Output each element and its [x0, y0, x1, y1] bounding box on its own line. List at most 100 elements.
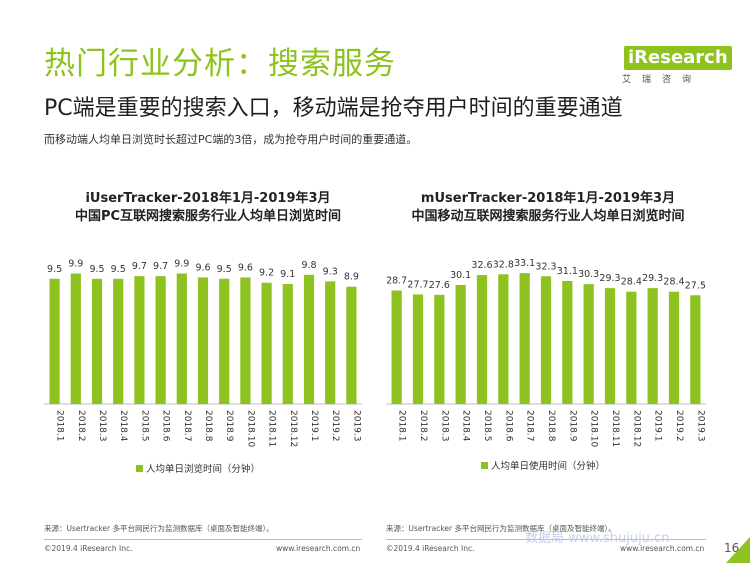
- chart-2-value-label: 30.3: [578, 269, 599, 280]
- chart-1-value-label: 9.1: [280, 269, 295, 280]
- chart-1-value-label: 8.9: [344, 272, 359, 283]
- chart-2-tick-label: 2018.12: [631, 410, 641, 447]
- chart-2-tick-label: 2018.8: [546, 410, 556, 442]
- chart-1-title-block: iUserTracker-2018年1月-2019年3月 中国PC互联网搜索服务…: [38, 190, 378, 226]
- chart-1-value-label: 9.5: [47, 264, 62, 275]
- chart-1-value-label: 9.2: [259, 268, 274, 279]
- footer-divider-left: [44, 539, 362, 540]
- chart-2-bar: [540, 276, 552, 404]
- chart-1-bar: [282, 284, 293, 404]
- chart-2-legend-label: 人均单日使用时间（分钟）: [491, 460, 605, 472]
- chart-1-value-label: 9.7: [132, 261, 147, 272]
- chart-1-tick-label: 2019.2: [330, 410, 340, 442]
- chart-2-source: 来源：Usertracker 多平台网民行为监测数据库（桌面及智能终端）。: [386, 524, 616, 533]
- chart-2-value-label: 27.6: [429, 280, 450, 291]
- chart-2-value-label: 28.4: [621, 277, 642, 288]
- iresearch-logo: iResearch 艾瑞咨询: [616, 46, 732, 86]
- chart-2-bar: [434, 294, 445, 404]
- chart-2-value-label: 27.7: [407, 279, 428, 290]
- chart-2-subtitle: 中国移动互联网搜索服务行业人均单日浏览时间: [411, 209, 685, 224]
- chart-1-bar: [134, 276, 145, 404]
- chart-2-value-label: 30.1: [450, 270, 471, 281]
- page-description: 而移动端人均单日浏览时长超过PC端的3倍，成为抢夺用户时间的重要通道。: [44, 133, 418, 146]
- chart-1-tick-label: 2018.9: [224, 410, 234, 442]
- chart-1-bar: [346, 286, 357, 404]
- chart-1-tick-label: 2018.10: [245, 410, 255, 447]
- chart-2-tick-label: 2019.2: [674, 410, 684, 442]
- chart-1-value-label: 9.5: [111, 264, 126, 275]
- chart-2-bar: [583, 284, 594, 404]
- chart-2-bar: [647, 288, 658, 404]
- chart-1-bar: [240, 277, 251, 404]
- chart-1-tick-label: 2018.11: [267, 410, 277, 447]
- chart-1-value-label: 9.5: [89, 264, 104, 275]
- chart-1-bar: [219, 278, 230, 404]
- chart-1-bar: [261, 282, 272, 404]
- chart-2-value-label: 33.1: [514, 258, 535, 269]
- page-title: 热门行业分析：搜索服务: [44, 46, 396, 82]
- chart-2-bar: [690, 295, 701, 404]
- chart-2-value-label: 29.3: [642, 273, 663, 284]
- chart-1-tick-label: 2018.8: [203, 410, 213, 442]
- chart-2-bar: [562, 281, 573, 404]
- chart-2-value-label: 32.3: [535, 261, 556, 272]
- chart-1-legend-swatch: [136, 465, 143, 472]
- chart-1-tick-label: 2018.12: [288, 410, 298, 447]
- chart-1-value-label: 9.5: [217, 264, 232, 275]
- chart-1-source: 来源：Usertracker 多平台网民行为监测数据库（桌面及智能终端）。: [44, 524, 274, 533]
- chart-2-value-label: 29.3: [599, 273, 620, 284]
- chart-1-tick-label: 2018.6: [161, 410, 171, 442]
- chart-1-tick-label: 2018.7: [182, 410, 192, 442]
- chart-1-tick-label: 2018.1: [55, 410, 65, 442]
- chart-2-bar: [519, 273, 530, 404]
- chart-2-tick-label: 2019.1: [653, 410, 663, 442]
- chart-2-value-label: 27.5: [685, 280, 706, 291]
- chart-2-tick-label: 2018.5: [482, 410, 492, 442]
- footer-copyright-right: ©2019.4 iResearch Inc.: [386, 544, 475, 553]
- chart-2-bar: [391, 290, 402, 404]
- chart-1-value-label: 9.7: [153, 261, 168, 272]
- chart-2-tick-label: 2018.4: [461, 410, 471, 442]
- chart-2-tick-label: 2018.1: [397, 410, 407, 442]
- chart-2-title-block: mUserTracker-2018年1月-2019年3月 中国移动互联网搜索服务…: [378, 190, 718, 226]
- chart-2-tick-label: 2018.3: [439, 410, 449, 442]
- chart-1-legend-label: 人均单日浏览时间（分钟）: [146, 463, 260, 475]
- page-subtitle: PC端是重要的搜索入口，移动端是抢夺用户时间的重要通道: [44, 96, 623, 121]
- chart-1-tick-label: 2018.4: [118, 410, 128, 442]
- chart-2-bar: [412, 294, 424, 404]
- logo-cn-text: 艾瑞咨询: [622, 75, 703, 85]
- chart-2-value-label: 28.7: [386, 276, 407, 287]
- chart-2-tick-label: 2018.2: [418, 410, 428, 442]
- logo-text: iResearch: [624, 46, 732, 70]
- corner-decoration: [726, 537, 750, 563]
- chart-2-tick-label: 2019.3: [695, 410, 705, 442]
- chart-1-bar: [49, 278, 60, 404]
- chart-1-value-label: 9.9: [68, 259, 83, 270]
- chart-1-tick-label: 2019.3: [351, 410, 361, 442]
- chart-1-bar: [325, 281, 336, 404]
- chart-2-value-label: 32.6: [471, 260, 492, 271]
- chart-2-legend-swatch: [481, 462, 488, 469]
- chart-1-bar: [70, 273, 81, 404]
- chart-2-title: mUserTracker-2018年1月-2019年3月: [420, 191, 676, 206]
- footer-website-right: www.iresearch.com.cn: [620, 544, 705, 553]
- chart-1-bar: [113, 278, 124, 404]
- chart-2-bar: [476, 275, 488, 404]
- chart-2-tick-label: 2018.7: [525, 410, 535, 442]
- chart-1-value-label: 9.3: [323, 266, 338, 277]
- chart-2-bar: [626, 291, 637, 404]
- chart-1-tick-label: 2018.2: [76, 410, 86, 442]
- chart-1-bar: [176, 273, 187, 404]
- chart-2-bar: [668, 291, 680, 404]
- chart-1-bar: [91, 278, 103, 404]
- chart-2-value-label: 32.8: [493, 259, 514, 270]
- chart-2-bar: [455, 284, 466, 404]
- chart-1-title: iUserTracker-2018年1月-2019年3月: [85, 191, 331, 206]
- chart-1-bar: [155, 276, 166, 404]
- chart-2-value-label: 31.1: [557, 266, 578, 277]
- chart-1-value-label: 9.6: [238, 262, 253, 273]
- chart-2-tick-label: 2018.6: [503, 410, 513, 442]
- chart-1-bar: [303, 274, 315, 404]
- chart-1-value-label: 9.8: [301, 260, 316, 271]
